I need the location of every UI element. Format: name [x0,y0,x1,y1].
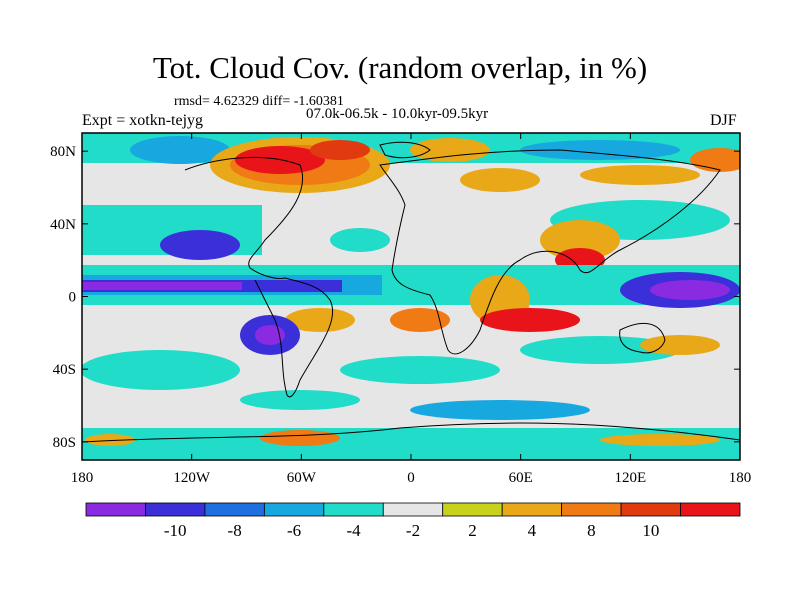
field-patch [600,434,720,446]
colorbar-box [263,502,325,517]
field-patch [255,325,285,345]
x-tick-label: 60E [509,470,533,486]
map-title: Tot. Cloud Cov. (random overlap, in %) [152,50,648,85]
colorbar-label: -2 [406,521,420,540]
field-patch [330,228,390,252]
greenland-coast [379,141,431,159]
coastlines [82,141,740,443]
field-patch [260,430,340,446]
stats-text: rmsd= 4.62329 diff= -1.60381 [174,94,344,109]
season-label: DJF [710,112,737,129]
colorbar-labels: -10 -8 -6 -4 -2 2 4 8 10 [164,521,659,540]
colorbar-box [442,502,503,517]
colorbar-label: 8 [587,521,596,540]
x-tick-label: 120W [173,470,211,486]
field-patch [130,136,230,164]
colorbar-box [620,502,681,517]
field-patch [82,350,240,390]
field-patch [580,165,700,185]
australia-coast [619,322,666,354]
y-tick-label: 80N [50,144,76,160]
field-patch [540,220,620,260]
colorbar-box [561,502,622,517]
field-patch [340,356,500,384]
x-tick-label: 60W [287,470,317,486]
colorbar-box [501,502,563,517]
field-patch [480,308,580,332]
colorbar-label: 10 [642,521,659,540]
field-patch [240,390,360,410]
y-tick-label: 40N [50,217,76,233]
x-axis: 180 120W 60W 0 60E 120E 180 [71,133,752,486]
colorbar-box [382,502,444,517]
x-tick-label: 120E [614,470,646,486]
field-patch [82,282,242,290]
field-patch [160,230,240,260]
field-patch [390,308,450,332]
field-patch [285,308,355,332]
colorbar-box [85,502,146,517]
field-patch [85,434,135,446]
x-tick-label: 180 [71,470,94,486]
field-patch [640,335,720,355]
field-patch [460,168,540,192]
colorbar-label: -6 [287,521,301,540]
antarctica-coast [82,422,740,443]
x-tick-label: 180 [729,470,752,486]
field-patch [410,138,490,162]
colorbar-label: -10 [164,521,187,540]
colorbar-box [204,502,265,517]
period-text: 07.0k-06.5k - 10.0kyr-09.5kyr [306,106,489,122]
colorbar-box [680,502,741,517]
field-patch [410,400,590,420]
colorbar-box [145,502,206,517]
colorbar-box [323,502,384,517]
y-axis: 80N 40N 0 40S 80S [50,144,740,451]
colorbar-label: -4 [346,521,361,540]
y-tick-label: 40S [53,362,76,378]
colorbar-boxes [85,502,741,517]
x-tick-label: 0 [407,470,415,486]
field-patch [520,336,680,364]
field-patch [650,280,730,300]
americas-coast [184,156,334,398]
colorbar-label: 4 [528,521,537,540]
y-tick-label: 80S [53,435,76,451]
eurasia-africa-coast [379,149,721,355]
field-patch [520,140,680,160]
field-patch [310,140,370,160]
experiment-label: Expt = xotkn-tejyg [82,112,204,129]
colorbar-label: -8 [228,521,242,540]
y-tick-label: 0 [69,290,77,306]
colorbar-label: 2 [468,521,477,540]
